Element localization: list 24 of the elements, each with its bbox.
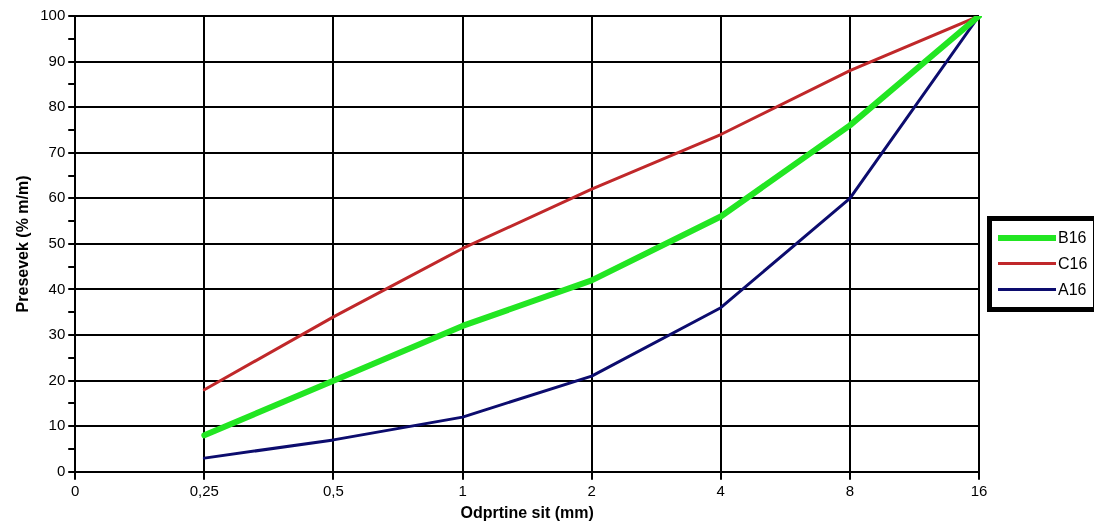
y-tick-label: 30 <box>48 325 66 343</box>
x-axis-title: Odprtine sit (mm) <box>460 503 594 521</box>
x-tick-label: 8 <box>845 481 855 499</box>
legend-label: C16 <box>1058 254 1088 273</box>
y-tick-label: 70 <box>48 142 66 160</box>
y-tick-label: 100 <box>40 6 66 24</box>
legend-label: B16 <box>1058 228 1087 247</box>
y-tick-label: 10 <box>48 416 66 434</box>
y-tick-label: 80 <box>48 97 66 115</box>
y-axis-title: Presevek (% m/m) <box>14 175 32 313</box>
x-tick-label: 16 <box>970 481 988 499</box>
x-tick-label: 0 <box>71 481 80 499</box>
legend-label: A16 <box>1058 280 1087 299</box>
x-tick-label: 4 <box>716 481 725 499</box>
y-tick-label: 0 <box>56 461 66 479</box>
y-tick-label: 90 <box>48 51 66 69</box>
y-tick-label: 20 <box>48 370 66 388</box>
x-tick-label: 0,5 <box>323 481 344 499</box>
y-tick-label: 40 <box>48 279 66 297</box>
y-tick-label: 60 <box>48 188 66 206</box>
x-tick-label: 1 <box>458 481 467 499</box>
x-tick-label: 2 <box>587 481 596 499</box>
y-tick-label: 50 <box>48 234 66 252</box>
x-tick-label: 0,25 <box>189 481 219 499</box>
